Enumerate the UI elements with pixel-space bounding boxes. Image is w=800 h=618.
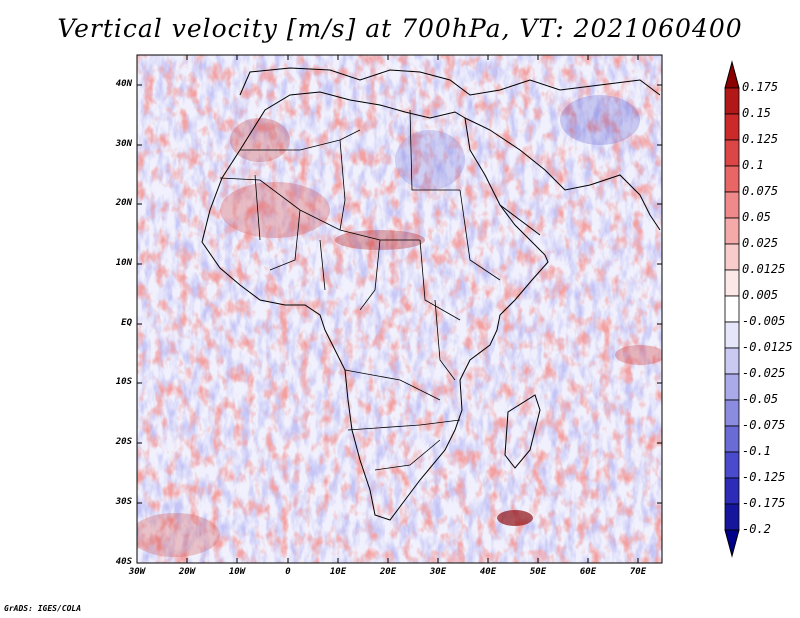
colorbar-segment	[724, 451, 740, 479]
lon-label: 10E	[329, 567, 347, 577]
lat-label: EQ	[121, 318, 132, 328]
lat-label: 30N	[115, 139, 132, 149]
plot-frame	[136, 54, 663, 564]
colorbar-segment	[724, 399, 740, 427]
colorbar-label: 0.005	[742, 288, 779, 302]
colorbar-label: 0.075	[742, 184, 779, 198]
lon-label: 70E	[629, 567, 647, 577]
coastlines	[201, 67, 661, 521]
chart-title: Vertical velocity [m/s] at 700hPa, VT: 2…	[57, 14, 743, 43]
colorbar-segment	[724, 165, 740, 193]
colorbar-segment	[724, 477, 740, 505]
lon-label: 20W	[178, 567, 196, 577]
lat-label: 10S	[115, 377, 132, 387]
lon-label: 30W	[128, 567, 146, 577]
colorbar-segment	[724, 191, 740, 219]
velocity-field	[137, 55, 662, 563]
colorbar-label: 0.125	[742, 132, 779, 146]
colorbar-segment	[724, 321, 740, 349]
colorbar-label: 0.1	[742, 158, 764, 172]
colorbar-segment	[724, 503, 740, 531]
colorbar-label: 0.15	[742, 106, 771, 120]
colorbar	[724, 60, 740, 558]
colorbar-segment	[724, 347, 740, 375]
colorbar-segment	[724, 139, 740, 167]
colorbar-label: -0.1	[742, 444, 771, 458]
axis-ticks	[136, 55, 662, 564]
lat-label: 30S	[115, 497, 132, 507]
colorbar-label: -0.05	[742, 392, 779, 406]
lon-label: 60E	[579, 567, 597, 577]
colorbar-label: 0.175	[742, 80, 779, 94]
colorbar-arrow-bottom	[724, 529, 740, 558]
lat-label: 40N	[115, 79, 132, 89]
credit-text: GrADS: IGES/COLA	[4, 604, 82, 613]
colorbar-arrow-top	[724, 60, 740, 89]
colorbar-segment	[724, 113, 740, 141]
colorbar-segment	[724, 243, 740, 271]
lon-label: 50E	[529, 567, 547, 577]
lon-label: 10W	[228, 567, 246, 577]
lon-label: 20E	[379, 567, 397, 577]
lat-label: 20S	[115, 437, 132, 447]
lon-label: 0	[285, 567, 291, 577]
colorbar-label: -0.0125	[742, 340, 793, 354]
colorbar-label: -0.125	[742, 470, 786, 484]
colorbar-label: 0.025	[742, 236, 779, 250]
colorbar-segment	[724, 87, 740, 115]
colorbar-segment	[724, 425, 740, 453]
colorbar-label: 0.0125	[742, 262, 786, 276]
colorbar-segment	[724, 217, 740, 245]
colorbar-segment	[724, 269, 740, 297]
colorbar-label: -0.005	[742, 314, 786, 328]
lat-label: 20N	[115, 198, 132, 208]
lat-label: 40S	[115, 557, 132, 567]
lon-label: 40E	[479, 567, 497, 577]
colorbar-label: 0.05	[742, 210, 771, 224]
colorbar-label: -0.075	[742, 418, 786, 432]
colorbar-label: -0.175	[742, 496, 786, 510]
colorbar-label: -0.025	[742, 366, 786, 380]
colorbar-label: -0.2	[742, 522, 771, 536]
lat-label: 10N	[115, 258, 132, 268]
colorbar-segment	[724, 373, 740, 401]
country-borders	[219, 109, 501, 471]
colorbar-segment	[724, 295, 740, 323]
lon-label: 30E	[429, 567, 447, 577]
